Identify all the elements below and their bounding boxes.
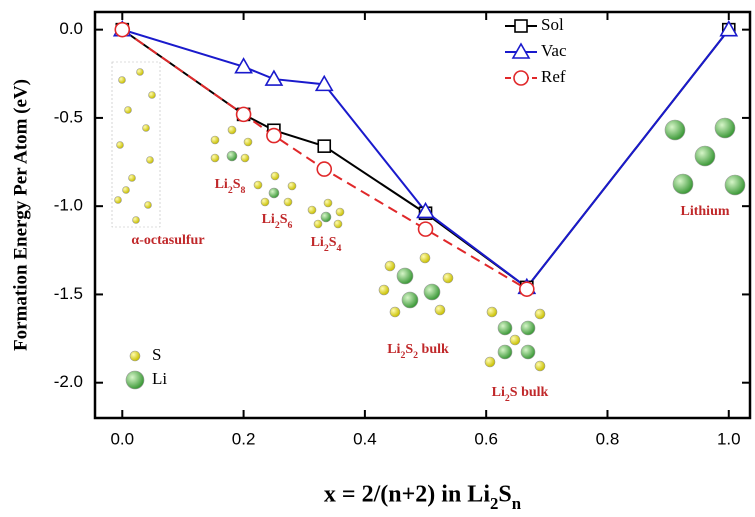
chart: 0.0 0.2 0.4 0.6 0.8 1.0 0.0 -0.5 -1.0 -1.5 -2.0 x =…	[0, 0, 755, 517]
marker	[237, 107, 251, 121]
structure-label: Li2S8	[215, 177, 246, 196]
structure-label: α-octasulfur	[131, 233, 204, 248]
structure-label: Li2S2 bulk	[387, 342, 449, 361]
x-tick-label: 0.4	[353, 429, 377, 448]
marker	[514, 71, 528, 85]
atom-swatch	[126, 371, 144, 389]
marker	[267, 129, 281, 143]
x-tick-label: 0.6	[474, 429, 498, 448]
x-tick-label: 1.0	[717, 429, 741, 448]
atom-swatch	[130, 351, 140, 361]
marker	[266, 71, 282, 85]
structure-label: Li2S4	[311, 235, 342, 254]
structure-label: Lithium	[680, 204, 729, 219]
legend-label: Ref	[541, 67, 566, 86]
x-tick-label: 0.0	[110, 429, 134, 448]
x-axis-label: x = 2/(n+2) in Li2Sn	[324, 482, 522, 514]
marker	[115, 23, 129, 37]
x-tick-label: 0.2	[232, 429, 256, 448]
marker	[515, 20, 527, 32]
legend-label: Sol	[541, 15, 564, 34]
legend-label: Vac	[541, 41, 567, 60]
atom-label: S	[152, 345, 161, 364]
structure-label: Li2S bulk	[492, 385, 549, 404]
marker	[520, 282, 534, 296]
y-tick-label: -0.5	[54, 107, 83, 126]
marker	[419, 222, 433, 236]
y-tick-label: 0.0	[59, 19, 83, 38]
y-tick-label: -1.0	[54, 196, 83, 215]
y-tick-label: -2.0	[54, 372, 83, 391]
structure-label: Li2S6	[262, 212, 293, 231]
marker	[318, 140, 330, 152]
x-tick-label: 0.8	[596, 429, 620, 448]
marker	[317, 162, 331, 176]
y-tick-label: -1.5	[54, 284, 83, 303]
y-axis-label: Formation Energy Per Atom (eV)	[10, 79, 31, 351]
atom-label: Li	[152, 369, 167, 388]
